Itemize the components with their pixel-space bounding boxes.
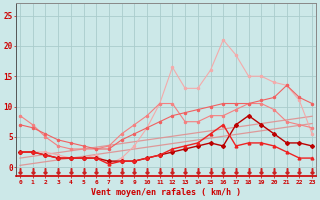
X-axis label: Vent moyen/en rafales ( km/h ): Vent moyen/en rafales ( km/h )	[91, 188, 241, 197]
